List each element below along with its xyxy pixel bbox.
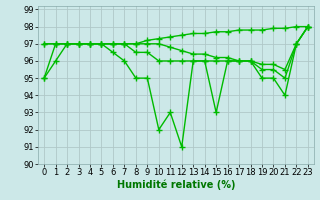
X-axis label: Humidité relative (%): Humidité relative (%) (117, 180, 235, 190)
